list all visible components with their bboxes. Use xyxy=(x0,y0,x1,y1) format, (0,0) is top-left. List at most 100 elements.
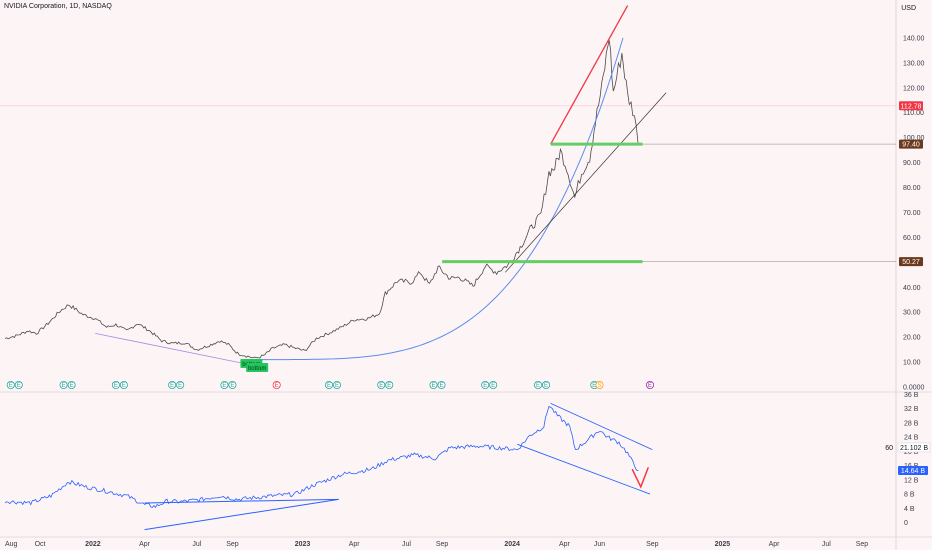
price-axis-tick: 120.00 xyxy=(903,85,925,92)
price-axis-tick: 130.00 xyxy=(903,60,925,67)
event-marker-label: E xyxy=(275,383,279,389)
price-tag-box xyxy=(899,101,923,111)
triangle-lower-line xyxy=(144,498,339,531)
indicator-axis-tick: 0 xyxy=(904,520,908,527)
event-marker-label: E xyxy=(335,383,339,389)
indicator-length-label: 60 xyxy=(885,445,893,452)
price-axis-tick: 80.00 xyxy=(903,185,921,192)
price-axis-tick: 70.00 xyxy=(903,210,921,217)
time-axis-tick: Sep xyxy=(856,541,869,548)
price-tag-label: 50.27 xyxy=(902,259,920,266)
checkmark-drawing xyxy=(631,467,650,489)
event-marker-icon xyxy=(385,380,394,389)
price-axis-tick: 20.00 xyxy=(903,335,921,342)
price-tag-box xyxy=(899,257,923,267)
event-marker-label: E xyxy=(439,383,443,389)
event-marker-icon xyxy=(59,380,68,389)
price-axis-tick: 90.00 xyxy=(903,160,921,167)
event-marker-label: E xyxy=(122,383,126,389)
event-marker-label: E xyxy=(544,383,548,389)
chart-title: NVIDIA Corporation, 1D, NASDAQ xyxy=(4,3,112,10)
indicator-value-label: 21.102 B xyxy=(900,445,928,452)
event-marker-label: E xyxy=(387,383,391,389)
time-axis-tick: Oct xyxy=(35,541,46,548)
event-marker-icon xyxy=(272,380,281,389)
time-axis-tick: Sep xyxy=(436,541,449,548)
uptrend-line xyxy=(505,92,667,273)
price-series-line xyxy=(4,40,639,359)
steep-trend-line xyxy=(550,5,629,145)
indicator-axis-tick: 32 B xyxy=(904,406,919,413)
indicator-axis-tick: 24 B xyxy=(904,435,919,442)
axis-layer: 140.00 130.00 120.00 110.00 100.00 90.00 80.00… xyxy=(5,35,931,548)
channel-lower-line xyxy=(517,443,651,495)
time-axis-tick: Aug xyxy=(5,541,18,548)
event-marker-icon xyxy=(220,380,229,389)
event-marker-label: E xyxy=(62,383,66,389)
event-marker-icon xyxy=(6,380,15,389)
event-marker-icon xyxy=(228,380,237,389)
event-marker-label: E xyxy=(648,383,652,389)
event-marker-icon xyxy=(119,380,128,389)
price-axis-tick: 0.0000 xyxy=(903,385,925,392)
time-axis-tick: Apr xyxy=(769,541,781,548)
event-marker-label: E xyxy=(17,383,21,389)
event-marker-label: E xyxy=(483,383,487,389)
indicator-axis-tick: 8 B xyxy=(904,492,915,499)
price-axis-tick: 140.00 xyxy=(903,35,925,42)
event-marker-label: E xyxy=(222,383,226,389)
event-marker-icon xyxy=(67,380,76,389)
event-marker-label: E xyxy=(327,383,331,389)
time-axis-tick: Apr xyxy=(349,541,361,548)
time-axis-tick: Jul xyxy=(822,541,831,548)
event-marker-icon xyxy=(377,380,386,389)
time-axis-tick: Jul xyxy=(192,541,201,548)
price-tag-box xyxy=(899,139,923,149)
drawing-layer: bottombottomEEEEEEEEEEEEEEEEEEEEEESE xyxy=(0,5,896,531)
time-axis-tick: Apr xyxy=(559,541,571,548)
event-marker-label: E xyxy=(491,383,495,389)
currency-label: USD xyxy=(901,5,916,12)
price-axis-tick: 10.00 xyxy=(903,360,921,367)
triangle-upper-line xyxy=(144,498,339,504)
event-marker-label: E xyxy=(114,383,118,389)
price-tag-label: 112.78 xyxy=(901,103,922,110)
event-marker-label: E xyxy=(536,383,540,389)
time-axis-tick: 2024 xyxy=(504,541,520,548)
time-axis-tick: 2025 xyxy=(715,541,731,548)
time-axis-tick: 2023 xyxy=(295,541,311,548)
bottom-callout-box xyxy=(246,363,269,372)
event-marker-icon xyxy=(429,380,438,389)
channel-upper-line xyxy=(550,402,653,451)
event-marker-icon xyxy=(542,380,551,389)
price-tag-label: 97.40 xyxy=(902,142,920,149)
event-marker-icon xyxy=(332,380,341,389)
price-axis-tick: 40.00 xyxy=(903,285,921,292)
indicator-axis-tick: 20 B xyxy=(904,449,919,456)
price-axis-tick: 60.00 xyxy=(903,235,921,242)
event-marker-icon xyxy=(481,380,490,389)
event-marker-label: E xyxy=(170,383,174,389)
indicator-last-label: 14.64 B xyxy=(901,468,925,475)
bottom-callout-text: bottom xyxy=(248,366,266,372)
price-axis-tick: 100.00 xyxy=(903,135,925,142)
event-marker-icon xyxy=(168,380,177,389)
indicator-series-line xyxy=(4,405,639,509)
event-marker-icon xyxy=(324,380,333,389)
event-marker-icon xyxy=(14,380,23,389)
downtrend-line xyxy=(95,333,268,369)
event-marker-icon xyxy=(595,380,604,389)
event-marker-icon xyxy=(646,380,655,389)
event-marker-icon xyxy=(437,380,446,389)
event-marker-label: E xyxy=(9,383,13,389)
indicator-axis-tick: 4 B xyxy=(904,506,915,513)
event-marker-icon xyxy=(489,380,498,389)
event-marker-label: E xyxy=(178,383,182,389)
indicator-value-box xyxy=(897,442,931,453)
time-axis-tick: Sep xyxy=(646,541,659,548)
indicator-axis-tick: 12 B xyxy=(904,477,919,484)
event-marker-label: S xyxy=(597,383,601,389)
event-marker-icon xyxy=(534,380,543,389)
event-marker-label: E xyxy=(230,383,234,389)
